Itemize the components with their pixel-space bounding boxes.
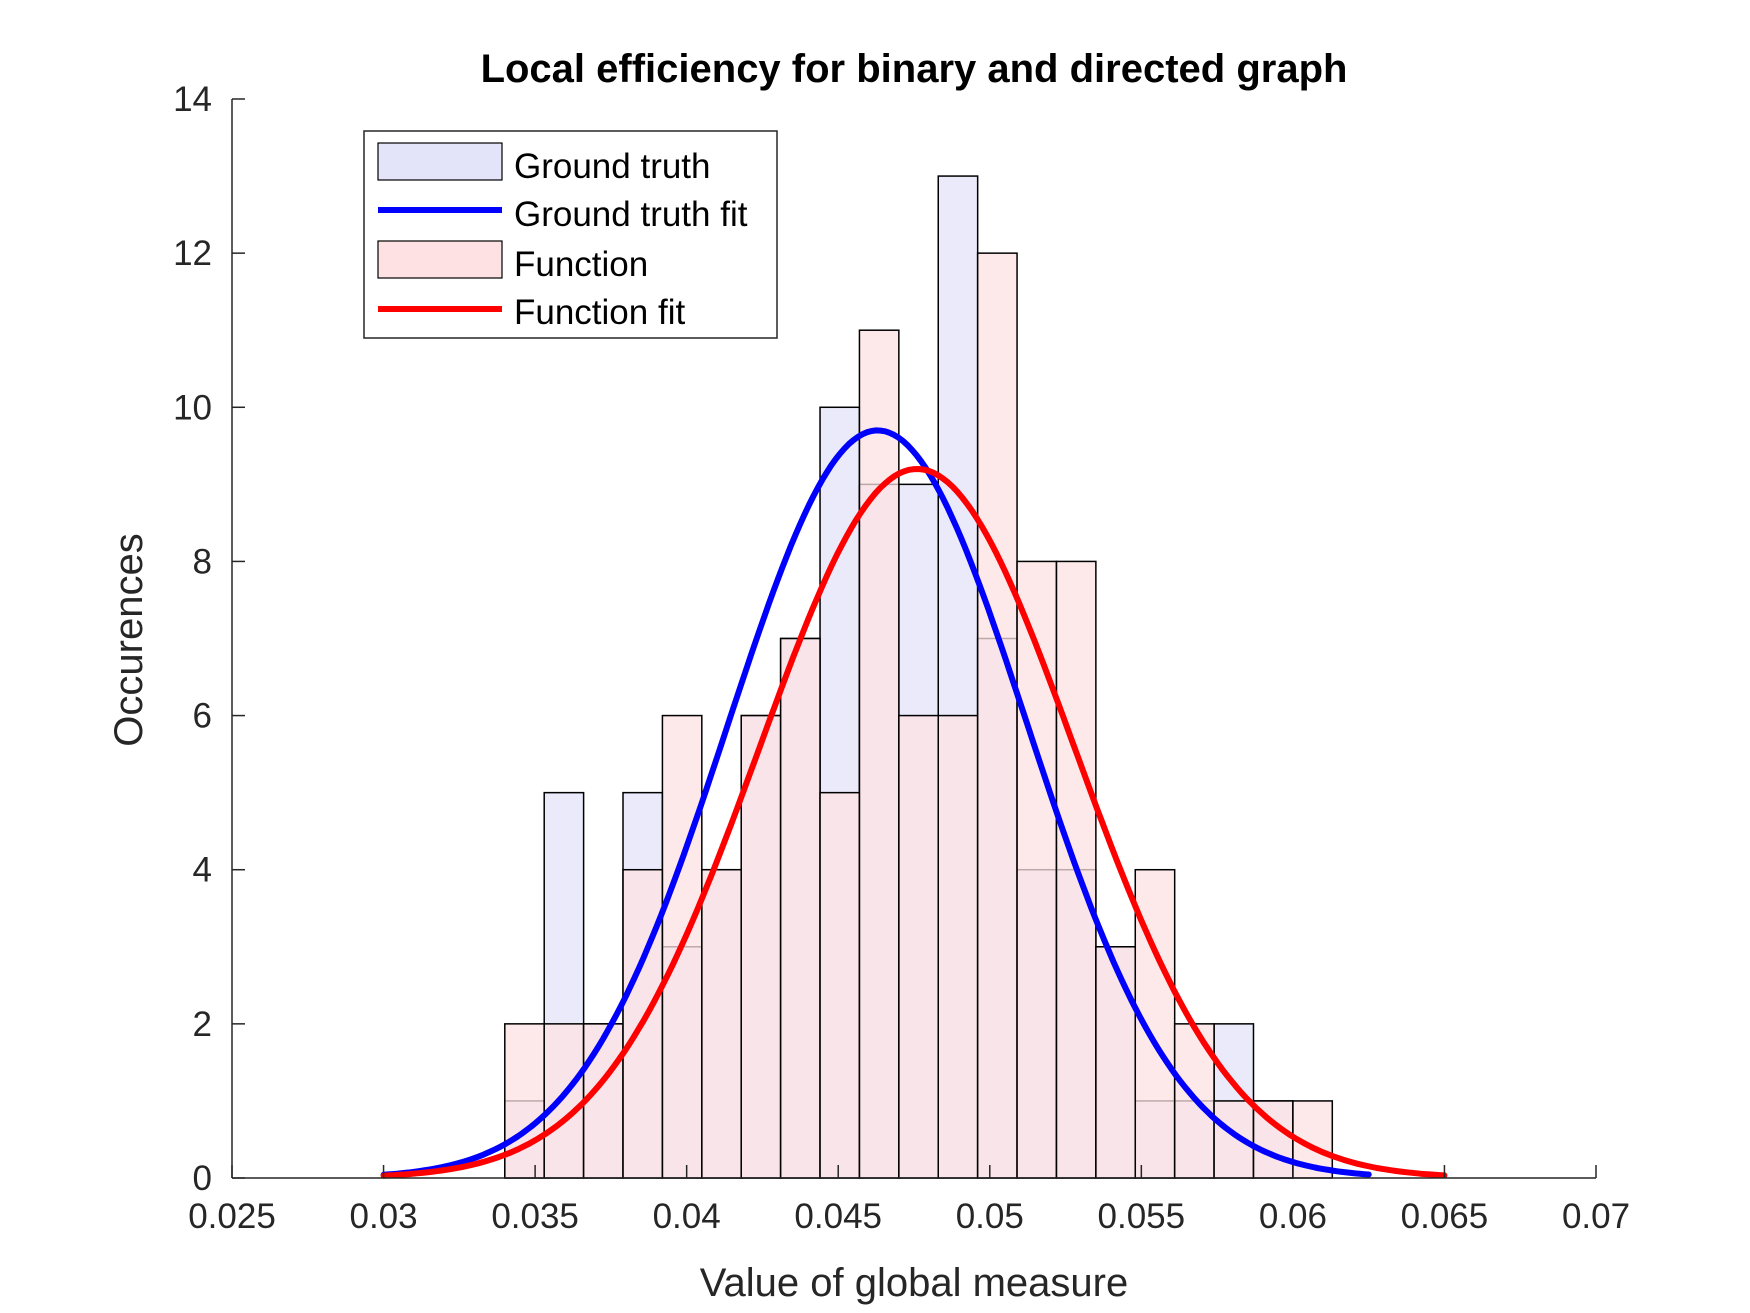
x-tick-label: 0.065 [1401,1197,1489,1236]
legend-label-function: Function [514,245,648,284]
x-tick-label: 0.045 [794,1197,882,1236]
fit-curve-function-fit [380,466,1448,1179]
legend-swatch-function [377,240,503,279]
histogram-bar-function [937,714,979,1179]
histogram-bar-function [819,791,861,1179]
y-tick-label: 6 [193,697,212,736]
x-tick-label: 0.035 [491,1197,579,1236]
x-tick-label: 0.05 [956,1197,1024,1236]
y-tick-label: 10 [173,388,212,427]
y-tick-label: 8 [193,542,212,581]
y-axis-label: Occurences [107,533,151,746]
bars-layer [504,175,1334,1179]
y-tick-label: 12 [173,234,212,273]
histogram-bar-function [701,868,742,1179]
x-tick-label: 0.07 [1562,1197,1630,1236]
histogram-bar-function [976,252,1018,1179]
y-tick-label: 2 [193,1005,212,1044]
x-tick-label: 0.06 [1259,1197,1327,1236]
fit-curve-ground-truth-fit [380,427,1372,1178]
x-axis-label: Value of global measure [700,1261,1128,1305]
y-tick-label: 14 [173,80,212,119]
histogram-bar-function [898,714,939,1179]
chart-title: Local efficiency for binary and directed… [481,47,1348,91]
legend: Ground truth Ground truth fit Function F… [363,130,778,339]
x-tick-label: 0.055 [1098,1197,1186,1236]
x-tick-label: 0.04 [653,1197,721,1236]
histogram-bar-function [1095,946,1137,1179]
legend-label-function-fit: Function fit [514,293,685,332]
legend-label-ground-truth: Ground truth [514,147,711,186]
legend-label-ground-truth-fit: Ground truth fit [514,195,748,234]
legend-swatch-ground-truth [377,142,503,181]
histogram-bar-function [543,1023,585,1179]
x-tick-label: 0.025 [188,1197,276,1236]
tick-labels: 0.025 0.03 0.035 0.04 0.045 0.05 0.055 0.06 0.06… [173,80,1630,1236]
y-tick-label: 4 [193,851,212,890]
x-tick-label: 0.03 [349,1197,417,1236]
axes [231,98,1597,1179]
y-tick-label: 0 [193,1159,212,1198]
histogram-bar-function [779,637,821,1179]
fit-curves-layer [380,427,1448,1179]
histogram-bar-function [582,1023,624,1179]
histogram-bar-function [858,329,900,1179]
